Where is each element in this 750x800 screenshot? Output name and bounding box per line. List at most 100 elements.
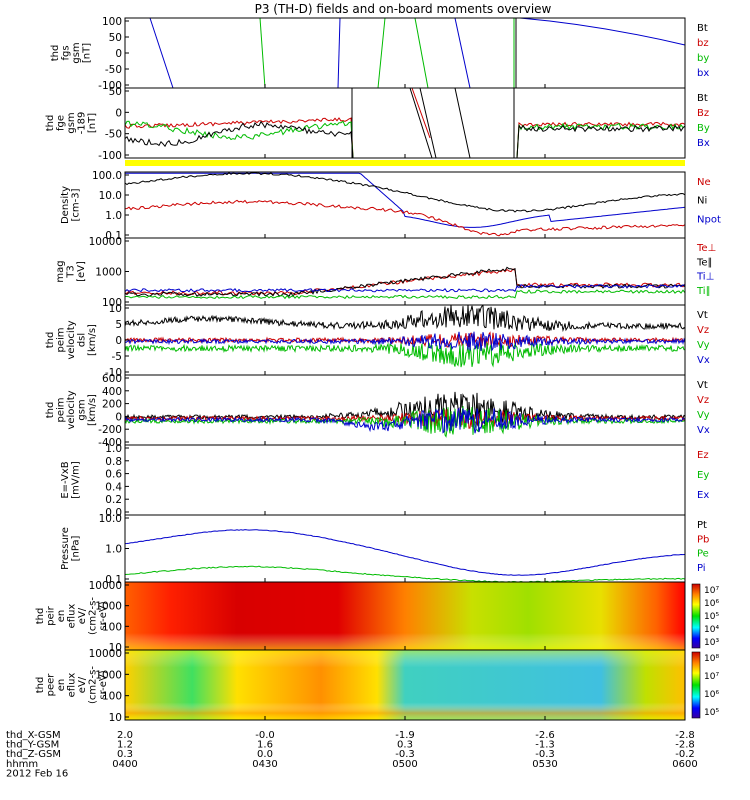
panel-frame: [124, 444, 686, 516]
ylabel-line: [nPa]: [71, 535, 82, 561]
ephemeris-value: -1.3: [535, 740, 555, 751]
legend-entry: Te∥: [696, 257, 713, 268]
ephemeris-value: 0530: [532, 759, 557, 770]
ytick-label: 1000: [95, 669, 122, 681]
colorbar-label: 10³: [704, 638, 719, 648]
ytick-label: 10.0: [99, 190, 122, 202]
ytick-label: 10000: [89, 236, 122, 248]
panel-4: 10000 1000 100 mag T3 [eV] Te⊥ Te∥ Ti⊥ Ti∥: [55, 236, 716, 309]
ti-perp-trace: [124, 284, 686, 293]
ylabel-line: eV/: [77, 676, 88, 693]
ephemeris-label: thd_X-GSM: [6, 730, 61, 741]
ion-spectrogram-shade: [125, 582, 685, 650]
te-par-trace: [124, 266, 686, 298]
ytick-label: 50: [109, 86, 122, 98]
ylabel-line: dsl: [77, 333, 88, 347]
ylabel-line: -189: [77, 112, 88, 135]
legend-entry: Te⊥: [696, 243, 716, 254]
legend-entry: Vt: [697, 380, 708, 391]
ephemeris-value: 1.6: [257, 740, 273, 751]
ytick-label: 0: [115, 335, 122, 347]
ytick-label: 10: [109, 303, 122, 315]
panel-ylabel: thd peer en eflux eV/(cm2-s-sr-eV): [35, 666, 109, 704]
ytick-label: 100: [102, 16, 122, 28]
by-trace: [259, 17, 266, 89]
panel-8: 10.0 1.0 0.1 Pressure [nPa] Pt Pb Pe Pi: [60, 513, 709, 586]
legend-entry: Vx: [697, 425, 710, 436]
ylabel-line: peim: [56, 327, 67, 352]
ephemeris-value: 0500: [392, 759, 417, 770]
ytick-label: 1.0: [105, 210, 122, 222]
legend-entry: Vy: [697, 410, 710, 421]
pe-trace: [124, 565, 686, 583]
npot-trace: [125, 172, 686, 228]
panel-ylabel: E=-VxB [mV/m]: [60, 461, 82, 499]
ylabel-line: [nT]: [82, 43, 93, 63]
ephemeris-value: -2.8: [675, 740, 695, 751]
legend-entry: Bz: [697, 108, 709, 119]
ephemeris-value: 0430: [252, 759, 277, 770]
ylabel-line: thd: [45, 115, 56, 132]
by-trace-2: [377, 17, 386, 89]
panel-ylabel: thd peir en eflux eV/(cm2-s-sr-eV): [35, 597, 109, 635]
ytick-label: 1000: [95, 267, 122, 279]
quality-flag-bar: [125, 160, 685, 166]
legend-entry: bx: [697, 68, 709, 79]
ylabel-line: [km/s]: [87, 394, 98, 426]
ytick-label: -400: [98, 437, 122, 449]
ytick-label: 10000: [89, 580, 122, 592]
legend-entry: Vt: [697, 310, 708, 321]
legend-entry: Ti∥: [696, 286, 711, 297]
bx-trace-2: [337, 17, 341, 89]
ylabel-line: eflux: [67, 604, 78, 629]
bx-trace-3: [454, 17, 471, 89]
panel-ylabel: thd fge gsm -189 [nT]: [45, 112, 98, 135]
legend-entry: by: [697, 53, 709, 64]
ne-trace: [124, 199, 686, 237]
legend-entry: Pi: [697, 563, 706, 574]
legend-entry: By: [697, 123, 710, 134]
ephemeris-value: 2.0: [117, 730, 133, 741]
vy-trace: [124, 342, 686, 368]
legend-entry: Bt: [697, 23, 708, 34]
legend-entry: Ne: [697, 177, 711, 188]
ytick-label: 100: [102, 297, 122, 309]
bx-trace: [149, 17, 174, 89]
ytick-label: 400: [102, 386, 122, 398]
ylabel-line: fge: [56, 115, 67, 131]
ylabel-line: thd: [35, 677, 46, 694]
ytick-label: -10: [105, 367, 122, 379]
ytick-label: 10.0: [99, 513, 122, 525]
ylabel-line: Pressure: [60, 527, 71, 570]
bx-recovery: [519, 17, 686, 46]
ytick-label: 0.1: [105, 574, 122, 586]
ylabel-line: en: [56, 679, 67, 692]
ytick-label: 0.0: [105, 507, 122, 519]
legend-entry: Ez: [697, 450, 709, 461]
colorbar-label: 10⁷: [704, 672, 719, 682]
bz-drop: [411, 87, 431, 139]
ephemeris-value: 0400: [112, 759, 137, 770]
legend-entry: bz: [697, 38, 709, 49]
colorbar-9: 10⁷ 10⁶ 10⁵ 10⁴ 10³: [691, 583, 719, 649]
ytick-label: -100: [98, 150, 122, 162]
colorbar-scale: [691, 651, 701, 719]
ylabel-line: Density: [60, 186, 71, 224]
ytick-label: 10: [109, 712, 122, 724]
ytick-label: 0: [115, 411, 122, 423]
ytick-label: -50: [105, 64, 122, 76]
ephemeris-value: 0.3: [117, 749, 133, 760]
by-trace-3: [414, 17, 429, 89]
ytick-label: 600: [102, 373, 122, 385]
ylabel-line: thd: [35, 608, 46, 625]
legend-entry: Ey: [697, 470, 709, 481]
panel-3: 100.0 10.0 1.0 0.1 Density [cm-3] Ne Ni Npot: [60, 170, 721, 242]
ephemeris-value: -2.6: [535, 730, 555, 741]
panel-2: 50 0 -50 -100 thd fge gsm -189 [nT] Bt Bz By Bx: [45, 86, 710, 162]
ylabel-line: [eV]: [76, 261, 87, 282]
colorbar-label: 10⁴: [704, 625, 719, 635]
bt-trace: [124, 120, 686, 159]
